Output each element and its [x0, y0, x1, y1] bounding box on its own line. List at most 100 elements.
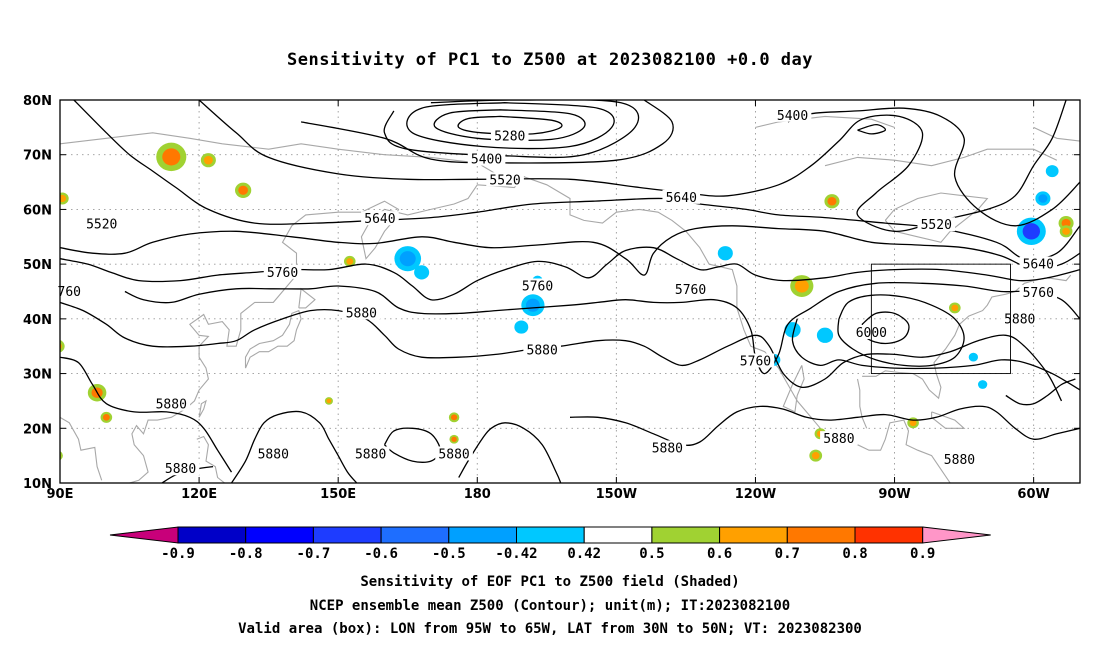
colorbar-bin-1: [245, 526, 314, 544]
contour-label-bg-2: [486, 172, 524, 187]
contour-label-bg-25: [820, 431, 858, 446]
coastline-13: [1033, 126, 1080, 142]
shaded-area-8: [60, 451, 63, 461]
contour-label-28: 5880: [165, 462, 196, 477]
colorbar: -0.9 -0.8 -0.7 -0.6 -0.5 -0.42 0.42 0.5 0.6 0.7 0.…: [109, 526, 991, 562]
shaded-core-25: [951, 304, 959, 312]
contour-label-15: 5880: [346, 306, 377, 321]
shaded-core-26: [909, 419, 917, 427]
lat-label-30N: 30N: [23, 368, 52, 383]
colorbar-bin-3: [380, 526, 450, 544]
contour-label-bg-3: [773, 107, 812, 122]
contour-label-12: 5640: [1023, 258, 1054, 273]
contour-label-bg-28: [161, 461, 200, 476]
contour-label-bg-7: [917, 217, 956, 232]
coastline-layer: [60, 115, 1080, 483]
contour-line-18: [383, 427, 441, 463]
shaded-area-14: [717, 246, 733, 261]
contour-label-5: 5520: [86, 218, 117, 233]
coastline-1: [244, 309, 302, 369]
contour-line-16: [60, 356, 233, 473]
map-frame: [59, 99, 1081, 484]
shaded-core-24: [1062, 227, 1070, 235]
contour-line-17: [230, 410, 358, 483]
shaded-core-28: [811, 452, 820, 460]
contour-label-23: 5880: [438, 447, 469, 462]
colorbar-bin-6: [583, 526, 653, 544]
contour-label-bg-14: [54, 283, 84, 298]
shaded-core-9: [399, 251, 416, 267]
shaded-core-30: [451, 436, 457, 442]
lat-label-10N: 10N: [23, 477, 52, 492]
lon-label-90W: 90W: [878, 487, 910, 502]
shaded-core-31: [326, 398, 332, 404]
lon-label-90E: 90E: [47, 487, 74, 502]
lon-label-180: 180: [464, 487, 491, 502]
contour-line-19: [458, 422, 562, 483]
contour-line-9: [60, 225, 1080, 276]
caption-shading: Sensitivity of EOF PC1 to Z500 field (Sh…: [360, 574, 740, 590]
coastline-3: [198, 399, 207, 418]
shaded-core-21: [794, 279, 809, 293]
contour-label-27: 5880: [944, 453, 975, 468]
contour-label-9: 5760: [267, 266, 298, 281]
contour-label-24: 5880: [652, 441, 683, 456]
shaded-core-1: [162, 148, 181, 166]
contour-line-11: [124, 281, 1080, 375]
coastline-0: [60, 132, 525, 483]
shaded-core-0: [238, 185, 249, 195]
contour-label-7: 5520: [921, 218, 952, 233]
lat-lon-grid: [60, 100, 1080, 483]
contour-label-10: 5760: [522, 279, 553, 294]
contour-label-bg-13: [1019, 285, 1058, 300]
colorbar-label-9: 0.7: [775, 546, 800, 562]
colorbar-above-triangle: [922, 526, 991, 544]
valid-area-box: [870, 263, 1011, 375]
contour-line-6: [787, 107, 1080, 227]
colorbar-bin-7: [651, 526, 721, 544]
contour-label-bg-10: [518, 278, 557, 293]
contour-line-3: [383, 100, 640, 159]
caption-contour: NCEP ensemble mean Z500 (Contour); unit(…: [309, 598, 791, 614]
contour-label-bg-18: [523, 342, 561, 357]
contour-line-2: [406, 102, 615, 150]
contour-label-bg-11: [671, 281, 710, 296]
shaded-area-20: [1045, 165, 1059, 178]
contour-label-bg-21: [254, 446, 293, 461]
contour-line-21: [1005, 378, 1076, 406]
colorbar-label-5: -0.42: [495, 546, 537, 562]
contour-label-20: 5880: [156, 398, 187, 413]
coastline-5: [60, 416, 103, 481]
lon-label-150W: 150W: [596, 487, 637, 502]
contour-label-bg-9: [263, 264, 302, 279]
contour-line-13: [837, 294, 965, 367]
contour-label-2: 5520: [489, 173, 520, 188]
lat-label-50N: 50N: [23, 258, 52, 273]
lat-label-70N: 70N: [23, 149, 52, 164]
colorbar-label-1: -0.8: [229, 546, 263, 562]
contour-label-19: 5760: [740, 354, 771, 369]
contour-label-13: 5760: [1023, 286, 1054, 301]
shaded-area-5: [60, 340, 65, 353]
shaded-core-19: [1038, 194, 1048, 203]
colorbar-bin-4: [448, 526, 517, 544]
colorbar-label-10: 0.8: [842, 546, 867, 562]
contour-label-4: 5640: [666, 191, 697, 206]
contour-label-bg-0: [490, 128, 529, 143]
sensitivity-shading: [60, 142, 1074, 462]
shaded-area-33: [978, 380, 988, 389]
contour-label-22: 5880: [355, 447, 386, 462]
contour-label-11: 5760: [675, 283, 706, 298]
contour-label-bg-22: [351, 446, 390, 461]
lat-label-60N: 60N: [23, 203, 52, 218]
contour-label-14: 760: [58, 285, 81, 300]
contour-label-bg-5: [82, 216, 121, 231]
contour-label-6: 5640: [364, 212, 395, 227]
contour-label-bg-4: [662, 189, 701, 204]
colorbar-label-8: 0.6: [707, 546, 732, 562]
shaded-area-32: [968, 352, 978, 362]
z500-contours: [60, 100, 1080, 483]
colorbar-bin-5: [516, 526, 585, 544]
contour-label-1: 5400: [471, 153, 502, 168]
